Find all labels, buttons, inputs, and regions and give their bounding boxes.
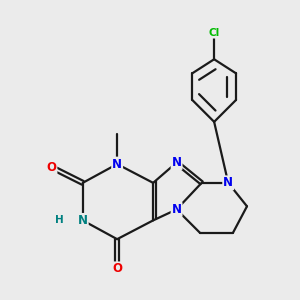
Text: Cl: Cl [208,28,220,38]
Text: N: N [223,176,233,189]
Text: N: N [172,156,182,169]
Text: N: N [112,158,122,171]
Text: O: O [46,161,56,174]
Text: N: N [78,214,88,227]
Text: H: H [55,215,64,225]
Text: O: O [112,262,122,275]
Text: N: N [172,203,182,216]
